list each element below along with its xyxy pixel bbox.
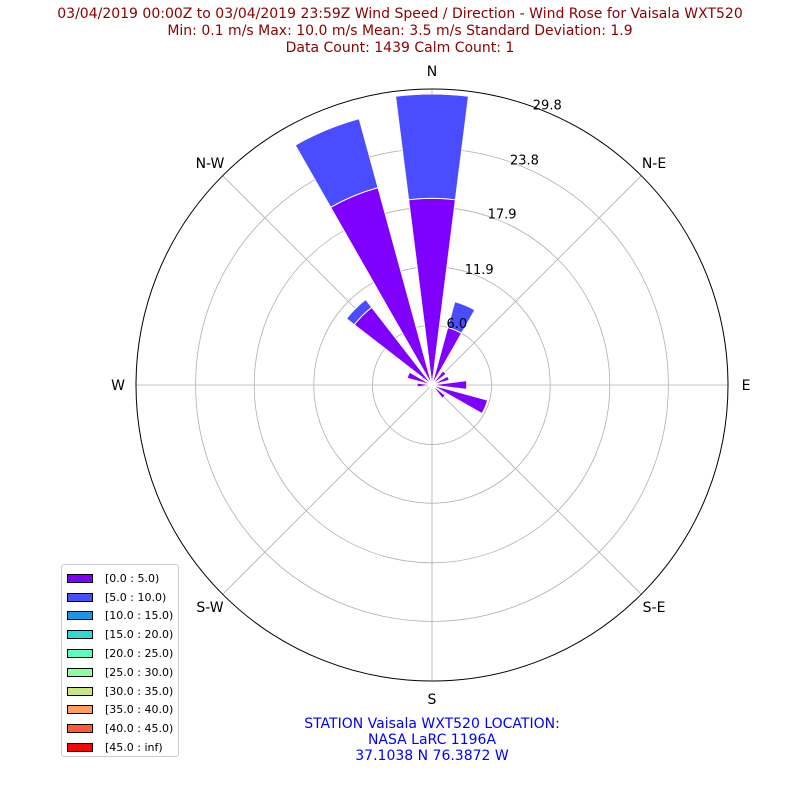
legend-item: [20.0 : 25.0) [67,644,178,663]
radial-tick-label: 17.9 [488,208,517,223]
legend-swatch [67,592,93,602]
legend-swatch [67,743,93,753]
legend-label: [15.0 : 20.0) [105,628,174,642]
direction-label: E [742,378,751,394]
grid-spoke [431,175,642,386]
grid-spoke [431,384,642,595]
title-line-2: Min: 0.1 m/s Max: 10.0 m/s Mean: 3.5 m/s… [167,23,633,39]
direction-label: N-W [196,156,225,172]
chart-title: 03/04/2019 00:00Z to 03/04/2019 23:59Z W… [0,6,800,57]
legend-swatch [67,573,93,583]
outer-circle [135,88,729,682]
legend-item: [10.0 : 15.0) [67,607,178,626]
legend-swatch [67,649,93,659]
radial-tick-label: 29.8 [533,99,562,114]
wind-rose-bar [431,370,447,386]
wind-rose-bar [447,301,476,334]
wind-rose-bar [431,384,489,415]
legend-item: [0.0 : 5.0) [67,569,178,588]
legend-label: [30.0 : 35.0) [105,684,174,698]
direction-label: S-E [643,600,666,616]
wind-rose-bar [406,371,433,386]
wind-rose-bars [294,93,489,415]
title-line-1: 03/04/2019 00:00Z to 03/04/2019 23:59Z W… [57,6,743,22]
legend-label: [10.0 : 15.0) [105,609,174,623]
legend-label: [5.0 : 10.0) [105,590,167,604]
station-info: STATION Vaisala WXT520 LOCATION: NASA La… [232,716,632,764]
legend-swatch [67,667,93,677]
legend-swatch [67,724,93,734]
axis-labels: N N-E E S-E S S-W W N-W 6.0 11.9 17.9 23.8 29.8 [111,64,750,708]
direction-label: N-E [642,156,666,172]
legend-label: [35.0 : 40.0) [105,703,174,717]
wind-rose-bar [431,384,447,400]
title-line-3: Data Count: 1439 Calm Count: 1 [285,40,515,56]
legend-item: [15.0 : 20.0) [67,625,178,644]
legend-item: [45.0 : inf) [67,738,178,757]
legend-label: [25.0 : 30.0) [105,665,174,679]
legend: [0.0 : 5.0) [5.0 : 10.0) [10.0 : 15.0) [15.… [61,564,179,757]
wind-rose-bar [431,375,450,386]
direction-label: S-W [196,600,223,616]
grid-spoke [222,384,433,595]
legend-label: [40.0 : 45.0) [105,722,174,736]
wind-rose-bar [294,118,379,208]
legend-swatch [67,686,93,696]
legend-item: [35.0 : 40.0) [67,701,178,720]
wind-rose-bar [345,298,373,326]
direction-label: S [428,692,437,708]
wind-rose-bar [416,382,433,388]
station-line-2: NASA LaRC 1196A [367,732,497,748]
radial-tick-label: 11.9 [465,263,494,278]
station-line-3: 37.1038 N 76.3872 W [355,748,509,764]
legend-item: [5.0 : 10.0) [67,588,178,607]
legend-label: [20.0 : 25.0) [105,647,174,661]
legend-label: [0.0 : 5.0) [105,571,160,585]
legend-item: [25.0 : 30.0) [67,663,178,682]
wind-rose-bar [394,93,470,201]
legend-swatch [67,630,93,640]
legend-swatch [67,705,93,715]
radial-tick-label: 6.0 [446,317,467,332]
legend-swatch [67,611,93,621]
legend-item: [30.0 : 35.0) [67,682,178,701]
legend-label: [45.0 : inf) [105,741,163,755]
wind-rose-bar [431,380,468,390]
direction-label: W [111,378,125,394]
station-line-1: STATION Vaisala WXT520 LOCATION: [304,716,560,732]
radial-tick-label: 23.8 [510,154,539,169]
legend-item: [40.0 : 45.0) [67,719,178,738]
wind-rose-bar [425,384,433,389]
direction-label: N [427,64,437,80]
